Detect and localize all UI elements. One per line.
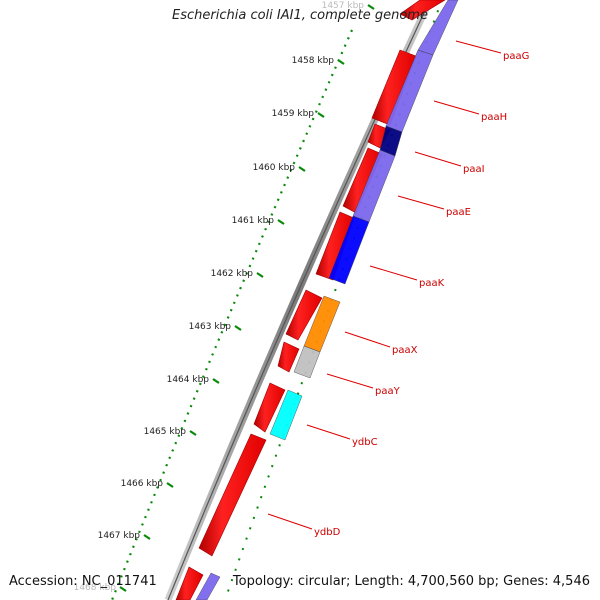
kbp-tick-mark	[298, 166, 306, 172]
kbp-tick-mark	[166, 482, 174, 488]
kbp-tick-label: 1460 kbp	[253, 163, 296, 173]
gene-label-leader	[306, 424, 351, 440]
kbp-tick-label: 1462 kbp	[211, 269, 254, 279]
gene-label-leader	[414, 151, 462, 167]
kbp-tick-label: 1461 kbp	[232, 216, 275, 226]
reverse-gene	[195, 572, 221, 600]
reverse-strand-genes	[195, 0, 459, 600]
kbp-tick-mark	[189, 430, 197, 436]
forward-gene	[367, 123, 391, 149]
kbp-tick-mark	[367, 4, 375, 10]
kbp-tick-mark	[317, 112, 325, 118]
forward-gene	[277, 341, 300, 373]
gene-label: ydbD	[314, 527, 341, 538]
kbp-ticks: 1457 kbp 1458 kbp 1459 kbp 1460 kbp 1461 kbp…	[74, 1, 375, 593]
gene-label: paaE	[446, 207, 471, 218]
kbp-tick-label: 1463 kbp	[189, 322, 232, 332]
forward-gene	[315, 211, 355, 281]
kbp-tick-mark	[256, 272, 264, 278]
kbp-tick-mark	[212, 378, 220, 384]
forward-gene	[198, 433, 267, 557]
reverse-gene	[293, 345, 321, 379]
gene-label: paaY	[375, 386, 401, 397]
forward-strand-genes	[175, 0, 446, 600]
reverse-gene	[328, 215, 370, 285]
forward-gene	[399, 0, 446, 21]
gene-label-leader	[397, 195, 445, 210]
kbp-tick-label: 1467 kbp	[98, 531, 141, 541]
gene-labels: paaG paaH paaI paaE paaK paaX paaY ydbC ydbD	[267, 40, 529, 538]
kbp-tick-label: 1458 kbp	[292, 56, 335, 66]
gene-label-leader	[267, 513, 313, 530]
forward-gene	[253, 382, 286, 433]
kbp-tick-mark	[234, 325, 242, 331]
kbp-tick-label: 1464 kbp	[167, 375, 210, 385]
kbp-tick-mark	[277, 219, 285, 225]
reverse-gene	[269, 389, 303, 441]
kbp-tick-label: 1466 kbp	[121, 479, 164, 489]
map-title: Escherichia coli IAI1, complete genome	[172, 8, 428, 23]
kbp-tick-mark	[143, 534, 151, 540]
kbp-tick-mark	[119, 586, 127, 592]
forward-gene	[285, 289, 323, 341]
gene-label: paaX	[392, 345, 418, 356]
gene-label-leader	[369, 265, 418, 281]
kbp-tick-mark	[337, 59, 345, 65]
gene-label: paaH	[481, 112, 507, 123]
gene-label: paaG	[503, 51, 529, 62]
kbp-tick-label: 1465 kbp	[144, 427, 187, 437]
forward-gene	[175, 566, 204, 600]
gene-label: paaI	[463, 164, 485, 175]
genome-summary-text: Topology: circular; Length: 4,700,560 bp…	[232, 574, 590, 589]
gene-label-leader	[344, 331, 391, 348]
kbp-tick-label: 1468 kbp	[74, 583, 117, 593]
accession-text: Accession: NC_011741	[9, 574, 157, 589]
ruler-dotted-line	[110, 29, 354, 600]
gene-label: ydbC	[352, 437, 378, 448]
kbp-tick-label: 1457 kbp	[322, 1, 365, 11]
gene-label-leader	[433, 100, 480, 115]
gene-label-leader	[455, 40, 502, 54]
gene-label: paaK	[419, 278, 445, 289]
kbp-tick-label: 1459 kbp	[272, 109, 315, 119]
gene-label-leader	[326, 373, 374, 389]
